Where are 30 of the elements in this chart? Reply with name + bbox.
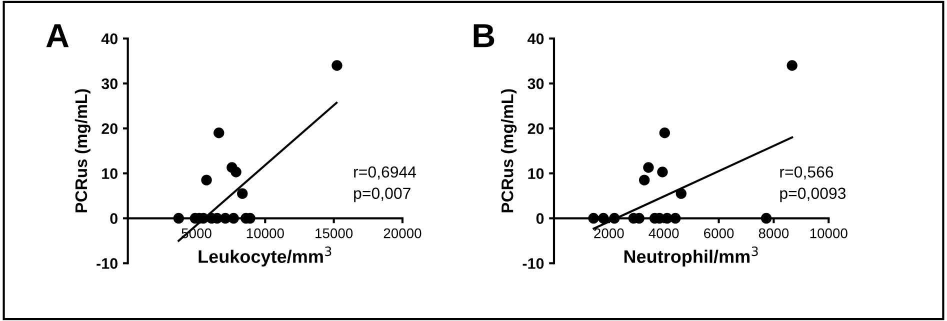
y-tick-label: 30 [101, 78, 118, 90]
annotation: p=0,007 [354, 188, 410, 202]
y-tick-label: 40 [528, 33, 544, 44]
y-axis-title: PCRus (mg/mL) [501, 89, 517, 212]
x-tick-label: 4000 [648, 228, 679, 238]
y-tick-label: 0 [536, 213, 544, 224]
x-tick-label: 15000 [316, 228, 353, 238]
y-tick-label: -10 [96, 258, 118, 269]
y-tick-label: -10 [522, 258, 544, 269]
y-axis-title: PCRus (mg/mL) [74, 89, 90, 212]
x-axis-title: Neutrophil/mm$^{3}$ [624, 246, 758, 267]
annotation: r=0,6944 [354, 166, 416, 180]
chart-title: A [46, 24, 69, 48]
x-tick-label: 2000 [594, 228, 624, 238]
x-tick-label: 10000 [810, 228, 848, 238]
y-tick-label: 20 [528, 123, 544, 134]
y-tick-label: 30 [528, 78, 544, 90]
x-tick-label: 10000 [246, 228, 284, 238]
y-tick-label: 0 [110, 213, 118, 224]
x-tick-label: 8000 [758, 228, 789, 238]
annotation: r=0,566 [780, 166, 834, 180]
y-tick-label: 20 [102, 123, 118, 134]
chart-title: B [474, 24, 494, 48]
x-tick-label: 6000 [704, 228, 734, 238]
y-tick-label: 40 [101, 33, 118, 44]
annotation: p=0,0093 [780, 188, 846, 202]
y-tick-label: 10 [102, 168, 118, 180]
x-axis-title: Leukocyte/mm$^{3}$ [198, 246, 332, 267]
x-tick-label: 20000 [384, 228, 422, 238]
y-tick-label: 10 [528, 168, 544, 180]
